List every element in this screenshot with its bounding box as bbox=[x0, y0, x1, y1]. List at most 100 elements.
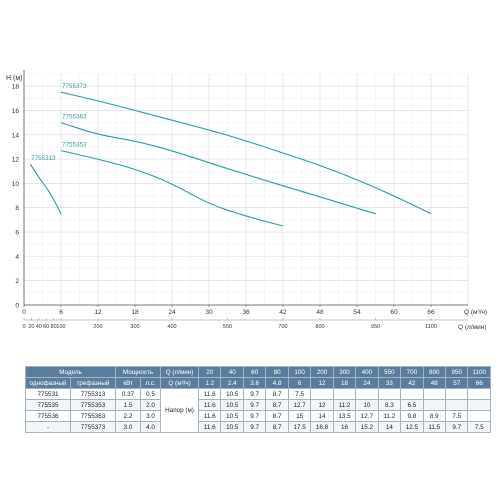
head-value bbox=[310, 388, 334, 400]
three-phase-model: 7755363 bbox=[69, 410, 117, 422]
y-tick-label: 16 bbox=[12, 108, 20, 115]
x2-tick-label: 700 bbox=[278, 324, 287, 330]
head-value: 12.7 bbox=[355, 410, 379, 422]
q-m3h: 1.2 bbox=[198, 377, 222, 389]
head-value: 14 bbox=[310, 410, 334, 422]
x-tick-label: 30 bbox=[205, 309, 213, 316]
x-tick-label: 48 bbox=[316, 309, 324, 316]
q-lmin: 40 bbox=[220, 366, 244, 378]
q-m3h: 33 bbox=[377, 377, 402, 389]
x2-tick-label: 400 bbox=[167, 324, 176, 330]
head-value: 7.5 bbox=[445, 410, 469, 422]
x2-tick-label: 60 bbox=[43, 324, 49, 330]
x2-tick-label: 80 bbox=[51, 324, 57, 330]
head-value: 10.5 bbox=[220, 388, 244, 400]
q-lmin: 300 bbox=[332, 366, 357, 378]
q-lmin: 800 bbox=[422, 366, 447, 378]
q-lmin: 200 bbox=[310, 366, 334, 378]
head-value bbox=[445, 399, 469, 411]
q-m3h: 3.6 bbox=[242, 377, 267, 389]
head-value: 8.7 bbox=[265, 421, 289, 433]
head-value: 10 bbox=[355, 399, 379, 411]
three-phase-model: 7755373 bbox=[69, 421, 117, 433]
chart-series bbox=[29, 91, 432, 227]
x-tick-label: 18 bbox=[131, 309, 139, 316]
head-value: 9.8 bbox=[400, 410, 424, 422]
head-value: 8.7 bbox=[265, 388, 289, 400]
x-tick-label: 54 bbox=[353, 309, 361, 316]
x-tick-label: 12 bbox=[94, 309, 102, 316]
x-axis-label: Q (м³/ч) bbox=[464, 309, 487, 316]
x2-tick-label: 100 bbox=[56, 324, 65, 330]
x2-tick-label: 300 bbox=[130, 324, 139, 330]
y-tick-label: 2 bbox=[15, 278, 19, 285]
head-value bbox=[355, 388, 379, 400]
power-hp: 3.0 bbox=[140, 410, 162, 422]
model-header: Модель bbox=[24, 366, 117, 378]
head-value: 10.5 bbox=[220, 421, 244, 433]
head-value bbox=[467, 410, 491, 422]
head-value: 6.5 bbox=[400, 399, 424, 411]
head-value: 13.5 bbox=[332, 410, 357, 422]
q-lmin: 700 bbox=[400, 366, 424, 378]
head-value: 14 bbox=[377, 421, 402, 433]
head-value: 11.6 bbox=[198, 410, 222, 422]
pump-spec-table: Модель Мощность Q (л/мин) 20 40 60 80 10… bbox=[24, 366, 491, 433]
head-value: 7.5 bbox=[287, 388, 312, 400]
head-value: 9.7 bbox=[445, 421, 469, 433]
head-value: 10.5 bbox=[220, 410, 244, 422]
q-m3h: 57 bbox=[445, 377, 469, 389]
single-phase-header: однофазный bbox=[25, 377, 71, 389]
y-tick-label: 10 bbox=[12, 181, 20, 188]
series-line-7755353 bbox=[60, 150, 284, 227]
head-value: 12.7 bbox=[287, 399, 312, 411]
x2-tick-label: 950 bbox=[371, 324, 380, 330]
q-lmin: 60 bbox=[242, 366, 267, 378]
q-m3h: 24 bbox=[355, 377, 379, 389]
x-tick-label: 24 bbox=[168, 309, 176, 316]
head-value: 11.2 bbox=[377, 410, 402, 422]
single-phase-model: 775535 bbox=[25, 399, 71, 411]
head-value bbox=[467, 388, 491, 400]
power-hp: 0.5 bbox=[140, 388, 162, 400]
y-tick-label: 6 bbox=[15, 230, 19, 237]
series-line-7755313 bbox=[29, 163, 62, 215]
head-value bbox=[445, 388, 469, 400]
q-m3h-header: Q (м³/ч) bbox=[160, 377, 200, 389]
x2-tick-label: 40 bbox=[36, 324, 42, 330]
power-kw: 1.5 bbox=[115, 399, 142, 411]
q-lmin: 1100 bbox=[467, 366, 491, 378]
single-phase-model: 775536 bbox=[25, 410, 71, 422]
q-m3h: 2.4 bbox=[220, 377, 244, 389]
x-tick-label: 36 bbox=[242, 309, 250, 316]
series-label-7755313: 7755313 bbox=[31, 155, 56, 162]
head-value: 11.5 bbox=[422, 421, 447, 433]
chart-grid bbox=[23, 73, 469, 306]
single-phase-model: 775531 bbox=[25, 388, 71, 400]
series-label-7755353: 7755353 bbox=[62, 142, 87, 149]
y-tick-label: 14 bbox=[12, 132, 20, 139]
head-value: 10.5 bbox=[220, 399, 244, 411]
q-lmin: 20 bbox=[198, 366, 222, 378]
power-header: Мощность bbox=[115, 366, 162, 378]
head-value: 17.5 bbox=[287, 421, 312, 433]
y-tick-label: 8 bbox=[15, 205, 19, 212]
x2-tick-label: 200 bbox=[93, 324, 102, 330]
x-tick-label: 0 bbox=[22, 309, 26, 316]
head-value bbox=[422, 388, 447, 400]
power-hp: 2.0 bbox=[140, 399, 162, 411]
power-kw: 3.0 bbox=[115, 421, 142, 433]
hp-header: л.с. bbox=[140, 377, 162, 389]
head-value: 8.7 bbox=[265, 399, 289, 411]
series-line-7755373 bbox=[60, 91, 432, 215]
head-value: 8.3 bbox=[377, 399, 402, 411]
q-m3h: 4.8 bbox=[265, 377, 289, 389]
y-tick-label: 0 bbox=[15, 303, 19, 310]
q-m3h: 48 bbox=[422, 377, 447, 389]
y-tick-label: 4 bbox=[15, 254, 19, 261]
series-label-7755363: 7755363 bbox=[62, 114, 87, 121]
head-value: 8.7 bbox=[265, 410, 289, 422]
head-value: 12.5 bbox=[400, 421, 424, 433]
x-tick-label: 42 bbox=[279, 309, 287, 316]
q-m3h: 66 bbox=[467, 377, 491, 389]
